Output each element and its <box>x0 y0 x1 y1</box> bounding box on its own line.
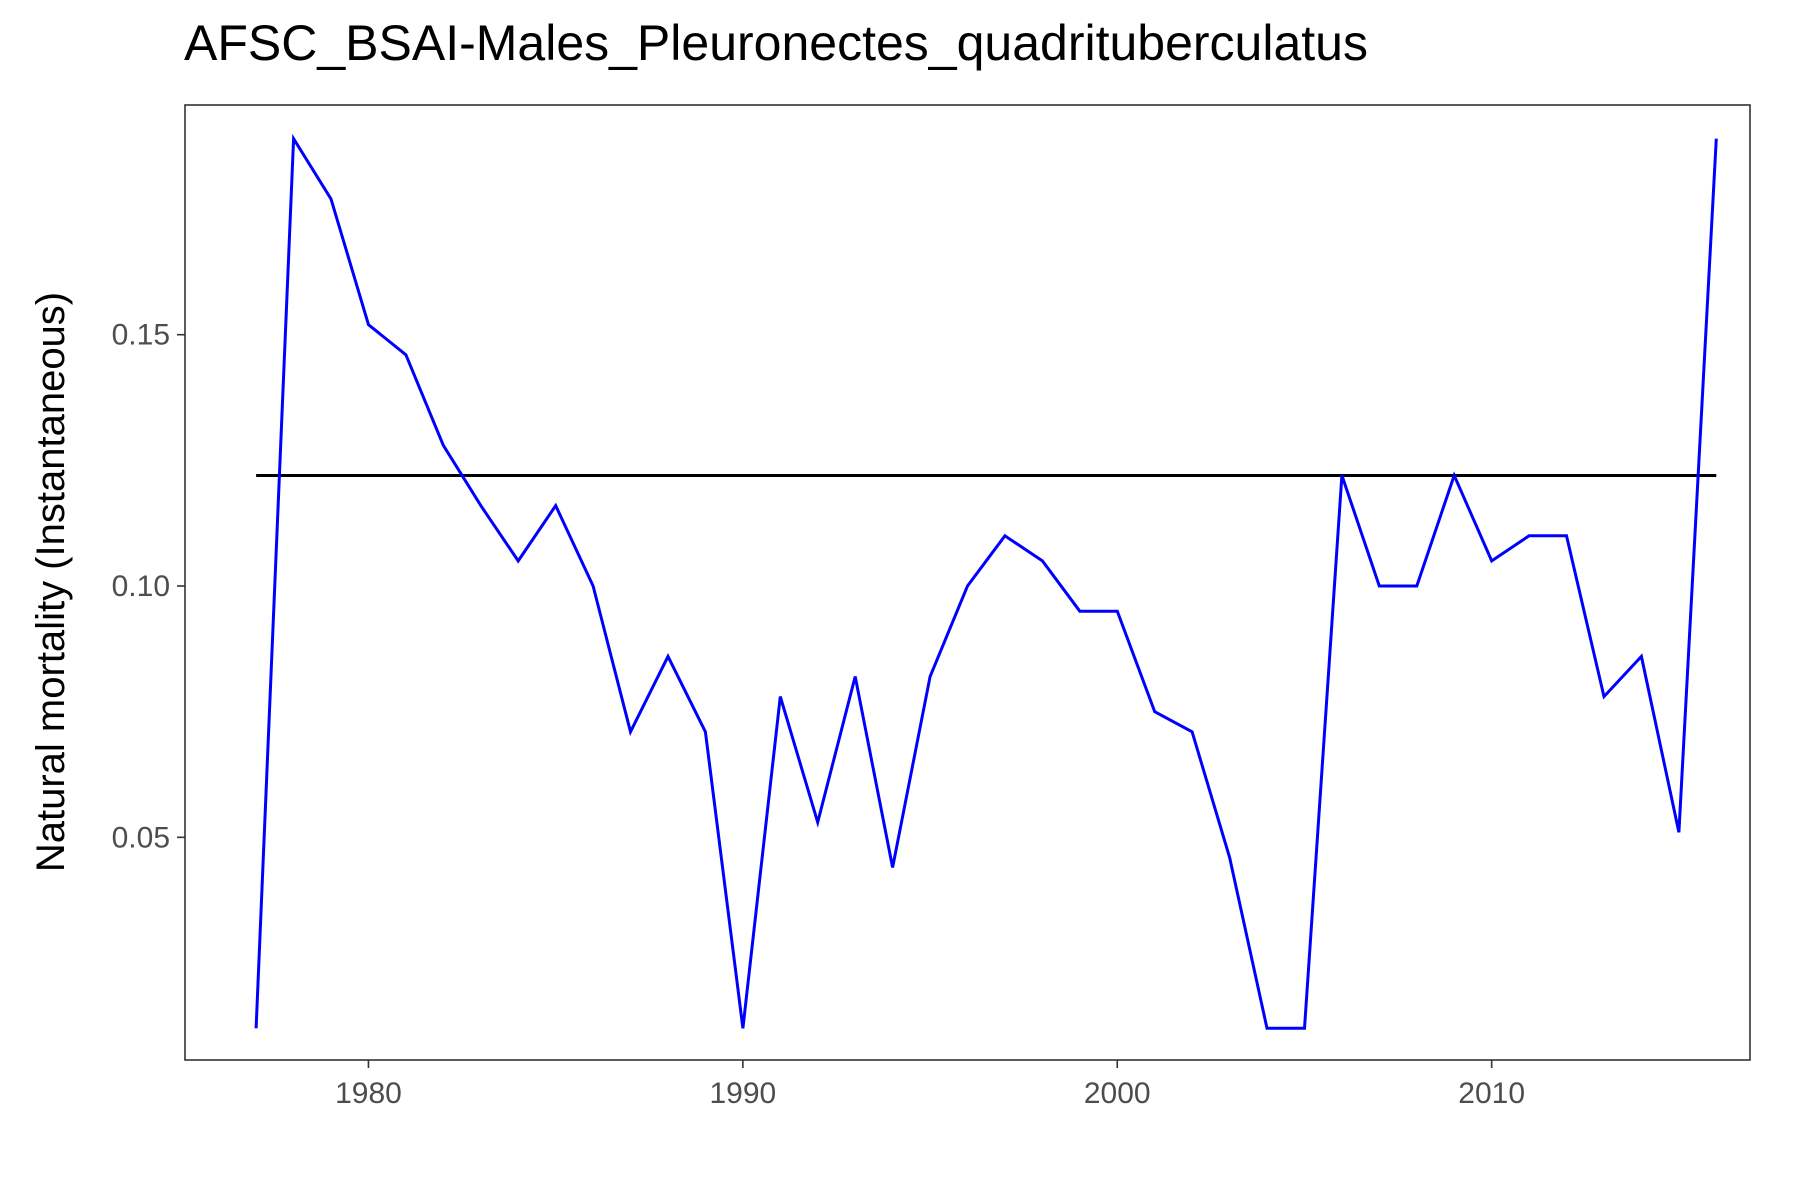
x-tick-label: 1990 <box>709 1077 776 1110</box>
y-tick-label: 0.10 <box>112 570 170 603</box>
chart-title: AFSC_BSAI-Males_Pleuronectes_quadrituber… <box>184 15 1368 71</box>
y-tick-label: 0.15 <box>112 319 170 352</box>
x-tick-label: 2000 <box>1084 1077 1151 1110</box>
y-axis-title: Natural mortality (Instantaneous) <box>29 292 73 872</box>
x-tick-label: 1980 <box>335 1077 402 1110</box>
x-tick-label: 2010 <box>1458 1077 1525 1110</box>
series-line-0 <box>254 133 1718 1030</box>
y-tick-label: 0.05 <box>112 821 170 854</box>
plot-panel <box>184 104 1751 1061</box>
